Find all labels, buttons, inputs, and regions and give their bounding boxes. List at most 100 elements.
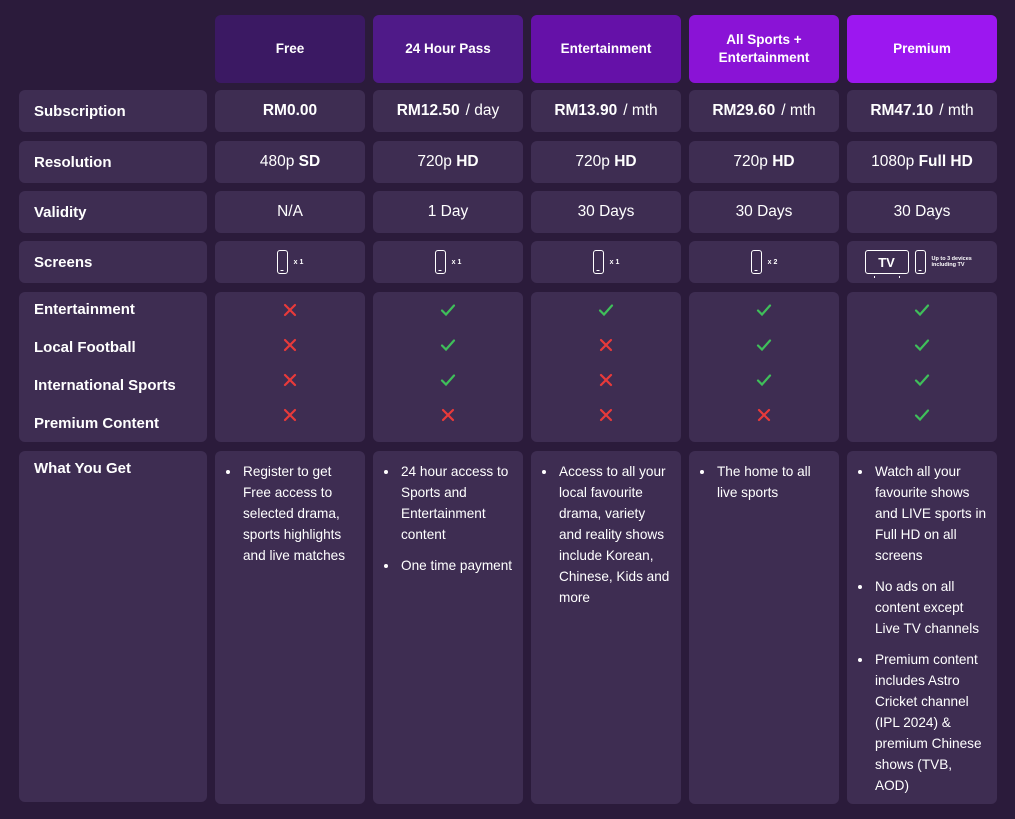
plan-header-all-sports: All Sports + Entertainment: [689, 15, 839, 83]
resolution-entertainment: 720p HD: [531, 141, 681, 183]
feature-label-international-sports: International Sports: [34, 377, 176, 394]
what-you-get-24-hour: 24 hour access to Sports and Entertainme…: [373, 451, 523, 804]
plan-header-free: Free: [215, 15, 365, 83]
cross-icon: [598, 407, 614, 442]
resolution-num: 1080p: [871, 153, 915, 170]
feature-label-premium-content: Premium Content: [34, 415, 160, 432]
resolution-tag: SD: [298, 153, 321, 170]
resolution-num: 720p: [575, 153, 610, 170]
resolution-premium: 1080p Full HD: [847, 141, 997, 183]
features-all-sports: [689, 292, 839, 442]
check-icon: [440, 302, 456, 337]
resolution-tag: Full HD: [918, 153, 973, 170]
what-you-get-premium: Watch all your favourite shows and LIVE …: [847, 451, 997, 804]
row-label-validity: Validity: [19, 191, 207, 233]
phone-icon: [434, 250, 446, 274]
benefit-item: Access to all your local favourite drama…: [557, 461, 671, 608]
feature-labels: Entertainment Local Football Internation…: [19, 292, 207, 442]
plan-header-entertainment: Entertainment: [531, 15, 681, 83]
cross-icon: [282, 302, 298, 337]
resolution-all-sports: 720p HD: [689, 141, 839, 183]
cross-icon: [598, 337, 614, 372]
features-premium: [847, 292, 997, 442]
price-unit: / day: [465, 102, 500, 119]
screen-count: x 2: [767, 258, 778, 266]
phone-icon: [750, 250, 762, 274]
subscription-all-sports: RM29.60 / mth: [689, 90, 839, 132]
price-unit: / mth: [623, 102, 658, 119]
features-free: [215, 292, 365, 442]
screen-note: Up to 3 devices including TV: [931, 256, 972, 268]
resolution-num: 720p: [733, 153, 768, 170]
subscription-premium: RM47.10 / mth: [847, 90, 997, 132]
price: RM0.00: [262, 102, 318, 119]
what-you-get-free: Register to get Free access to selected …: [215, 451, 365, 804]
price-unit: / mth: [781, 102, 816, 119]
resolution-tag: HD: [772, 153, 795, 170]
check-icon: [440, 372, 456, 407]
cross-icon: [598, 372, 614, 407]
benefit-list: Register to get Free access to selected …: [215, 451, 365, 566]
check-icon: [756, 372, 772, 407]
benefit-item: Register to get Free access to selected …: [241, 461, 355, 566]
price: RM12.50: [396, 102, 460, 119]
cross-icon: [282, 337, 298, 372]
row-label-screens: Screens: [19, 241, 207, 283]
subscription-24-hour: RM12.50 / day: [373, 90, 523, 132]
feature-label-entertainment: Entertainment: [34, 301, 135, 318]
benefit-item: No ads on all content except Live TV cha…: [873, 576, 987, 639]
row-label-subscription: Subscription: [19, 90, 207, 132]
row-label-resolution: Resolution: [19, 141, 207, 183]
subscription-free: RM0.00: [215, 90, 365, 132]
screens-premium: TV Up to 3 devices including TV: [847, 241, 997, 283]
benefit-list: Watch all your favourite shows and LIVE …: [847, 451, 997, 796]
screen-count: x 1: [451, 258, 462, 266]
validity-entertainment: 30 Days: [531, 191, 681, 233]
benefit-item: Premium content includes Astro Cricket c…: [873, 649, 987, 796]
cross-icon: [282, 372, 298, 407]
tv-icon: TV: [864, 250, 909, 278]
benefit-list: Access to all your local favourite drama…: [531, 451, 681, 608]
features-24-hour: [373, 292, 523, 442]
row-label-what-you-get: What You Get: [19, 451, 207, 802]
screen-count: x 1: [609, 258, 620, 266]
plan-header-24-hour-pass: 24 Hour Pass: [373, 15, 523, 83]
phone-icon: [276, 250, 288, 274]
what-you-get-entertainment: Access to all your local favourite drama…: [531, 451, 681, 804]
validity-premium: 30 Days: [847, 191, 997, 233]
check-icon: [914, 407, 930, 442]
validity-24-hour: 1 Day: [373, 191, 523, 233]
check-icon: [440, 337, 456, 372]
resolution-24-hour: 720p HD: [373, 141, 523, 183]
price: RM29.60: [712, 102, 776, 119]
check-icon: [914, 337, 930, 372]
benefit-item: 24 hour access to Sports and Entertainme…: [399, 461, 513, 545]
validity-free: N/A: [215, 191, 365, 233]
screens-all-sports: x 2: [689, 241, 839, 283]
check-icon: [598, 302, 614, 337]
features-entertainment: [531, 292, 681, 442]
resolution-tag: HD: [614, 153, 637, 170]
cross-icon: [282, 407, 298, 442]
resolution-num: 720p: [417, 153, 452, 170]
price-unit: / mth: [939, 102, 974, 119]
benefit-item: One time payment: [399, 555, 513, 576]
benefit-item: The home to all live sports: [715, 461, 829, 503]
resolution-num: 480p: [259, 153, 295, 170]
screen-count: x 1: [293, 258, 304, 266]
check-icon: [914, 372, 930, 407]
screens-24-hour: x 1: [373, 241, 523, 283]
validity-all-sports: 30 Days: [689, 191, 839, 233]
cross-icon: [440, 407, 456, 442]
screens-entertainment: x 1: [531, 241, 681, 283]
tv-label: TV: [878, 254, 895, 270]
screens-free: x 1: [215, 241, 365, 283]
benefit-list: The home to all live sports: [689, 451, 839, 503]
benefit-item: Watch all your favourite shows and LIVE …: [873, 461, 987, 566]
feature-label-local-football: Local Football: [34, 339, 136, 356]
check-icon: [756, 302, 772, 337]
resolution-tag: HD: [456, 153, 479, 170]
subscription-entertainment: RM13.90 / mth: [531, 90, 681, 132]
phone-icon: [592, 250, 604, 274]
resolution-free: 480p SD: [215, 141, 365, 183]
